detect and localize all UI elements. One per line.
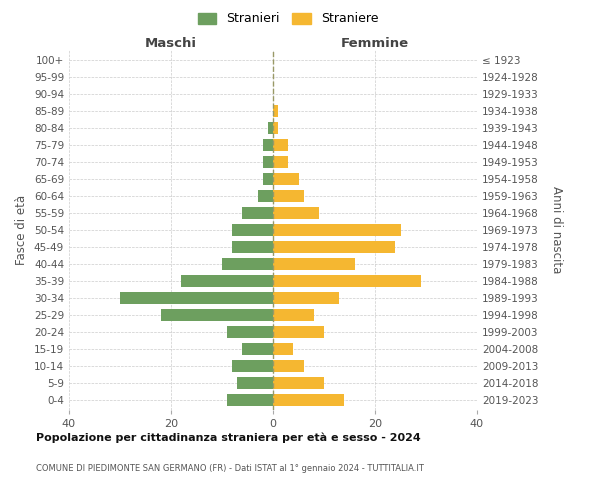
Bar xyxy=(263,156,273,168)
Bar xyxy=(263,139,273,151)
Bar xyxy=(273,376,324,389)
Bar xyxy=(273,309,314,321)
Bar xyxy=(181,275,273,287)
Bar xyxy=(273,156,289,168)
Bar xyxy=(273,292,340,304)
Bar xyxy=(238,376,273,389)
Bar xyxy=(273,139,289,151)
Bar xyxy=(242,343,273,355)
Bar xyxy=(232,241,273,253)
Bar xyxy=(242,207,273,219)
Text: Popolazione per cittadinanza straniera per età e sesso - 2024: Popolazione per cittadinanza straniera p… xyxy=(36,432,421,443)
Text: COMUNE DI PIEDIMONTE SAN GERMANO (FR) - Dati ISTAT al 1° gennaio 2024 - TUTTITAL: COMUNE DI PIEDIMONTE SAN GERMANO (FR) - … xyxy=(36,464,424,473)
Bar xyxy=(268,122,273,134)
Bar xyxy=(232,224,273,236)
Y-axis label: Anni di nascita: Anni di nascita xyxy=(550,186,563,274)
Bar xyxy=(273,224,401,236)
Bar xyxy=(273,105,278,117)
Bar xyxy=(227,394,273,406)
Bar xyxy=(273,326,324,338)
Bar xyxy=(120,292,273,304)
Bar xyxy=(273,275,421,287)
Bar xyxy=(222,258,273,270)
Legend: Stranieri, Straniere: Stranieri, Straniere xyxy=(194,8,382,29)
Bar xyxy=(273,258,355,270)
Bar xyxy=(263,173,273,185)
Bar xyxy=(273,207,319,219)
Y-axis label: Fasce di età: Fasce di età xyxy=(16,195,28,265)
Bar xyxy=(232,360,273,372)
Bar xyxy=(273,360,304,372)
Bar xyxy=(273,241,395,253)
Bar xyxy=(273,394,344,406)
Bar xyxy=(273,343,293,355)
Bar xyxy=(273,190,304,202)
Bar xyxy=(273,122,278,134)
Text: Femmine: Femmine xyxy=(341,37,409,50)
Bar xyxy=(161,309,273,321)
Bar xyxy=(273,173,299,185)
Text: Maschi: Maschi xyxy=(145,37,197,50)
Bar xyxy=(258,190,273,202)
Bar xyxy=(227,326,273,338)
